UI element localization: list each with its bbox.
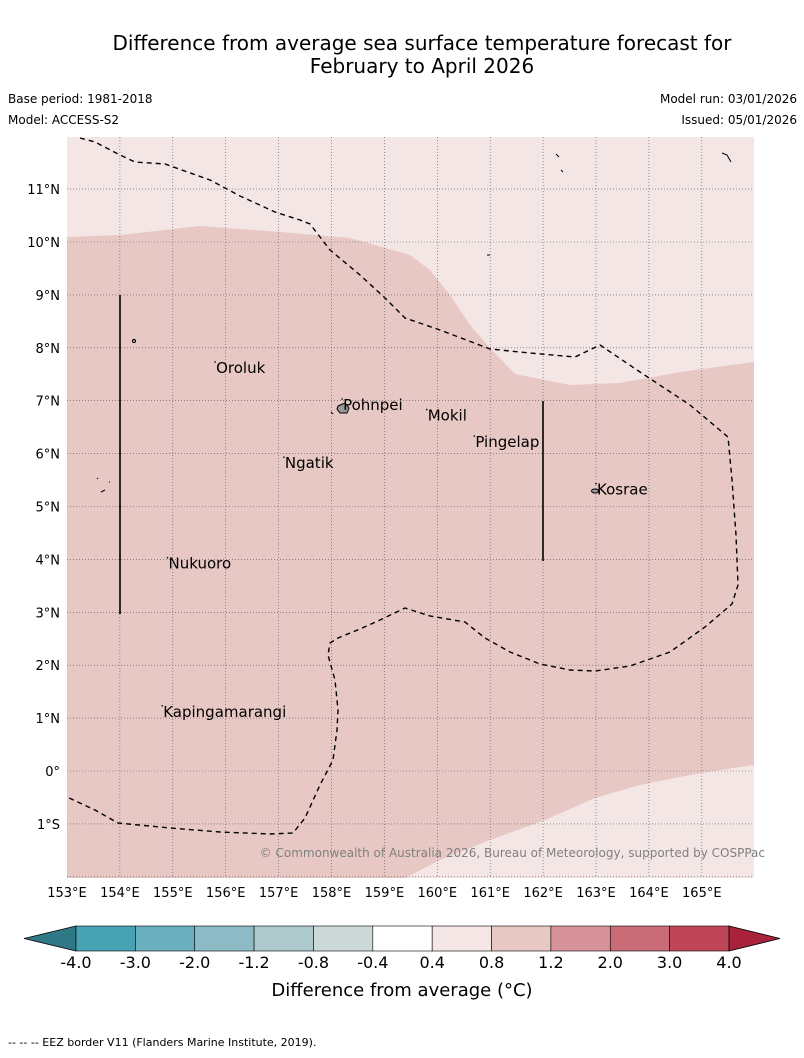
longitude-tick-label: 165°E xyxy=(682,886,722,901)
latitude-tick-label: 9°N xyxy=(36,289,61,304)
latitude-tick-label: 5°N xyxy=(36,501,61,516)
place-marker xyxy=(166,556,169,559)
colorbar-tick-label: -0.8 xyxy=(298,953,329,972)
colorbar-segment xyxy=(313,925,374,952)
longitude-tick-label: 160°E xyxy=(418,886,458,901)
place-label: Pingelap xyxy=(475,433,539,451)
colorbar-tick-label: 1.2 xyxy=(538,953,563,972)
place-marker xyxy=(425,408,428,411)
place-marker xyxy=(341,398,343,400)
title-line-2: February to April 2026 xyxy=(309,54,535,78)
latitude-tick-label: 7°N xyxy=(36,395,61,410)
atoll-mark xyxy=(96,477,99,480)
eez-credit: -- -- -- EEZ border V11 (Flanders Marine… xyxy=(8,1036,317,1049)
place-label: Mokil xyxy=(428,407,467,425)
longitude-tick-label: 161°E xyxy=(470,886,510,901)
longitude-tick-label: 154°E xyxy=(100,886,140,901)
latitude-tick-label: 1°N xyxy=(36,712,61,727)
longitude-tick-label: 156°E xyxy=(206,886,246,901)
colorbar-tick-label: 4.0 xyxy=(716,953,741,972)
land-masses xyxy=(131,338,599,494)
longitude-tick-label: 164°E xyxy=(629,886,669,901)
atoll-marks xyxy=(96,152,732,493)
colorbar-tick-label: 3.0 xyxy=(657,953,682,972)
colorbar-tick-label: 2.0 xyxy=(598,953,623,972)
pohnpei-island xyxy=(336,402,350,414)
colorbar-extend-high xyxy=(728,925,781,952)
colorbar-segment xyxy=(431,925,492,952)
anomaly-band-medium xyxy=(67,226,754,878)
colorbar-segment xyxy=(194,925,255,952)
eez-border xyxy=(66,137,739,835)
atoll-mark xyxy=(560,169,564,173)
place-label: Kapingamarangi xyxy=(163,703,286,721)
colorbar-tick-label: -0.4 xyxy=(357,953,388,972)
colorbar-tick-label: 0.4 xyxy=(419,953,444,972)
atoll-mark xyxy=(100,489,106,493)
place-labels: Oroluk Pohnpei Mokil Pingelap Ngatik Kosrae Nu… xyxy=(161,359,648,721)
longitude-tick-label: 162°E xyxy=(523,886,563,901)
model-name: Model: ACCESS-S2 xyxy=(8,113,120,127)
place-marker xyxy=(283,456,285,458)
base-period: Base period: 1981-2018 xyxy=(8,92,153,106)
colorbar-tick-label: 0.8 xyxy=(479,953,504,972)
latitude-tick-label: 4°N xyxy=(36,553,61,568)
colorbar-tick-label: -4.0 xyxy=(60,953,91,972)
longitude-axis: 153°E 154°E 155°E 156°E 157°E 158°E 159°E 160°E… xyxy=(47,886,721,901)
colorbar-segment xyxy=(135,925,196,952)
place-marker xyxy=(161,705,164,707)
longitude-tick-label: 157°E xyxy=(259,886,299,901)
model-run: Model run: 03/01/2026 xyxy=(659,92,797,106)
colorbar-tick-label: -1.2 xyxy=(238,953,269,972)
place-marker xyxy=(473,435,476,437)
atoll-mark xyxy=(330,411,334,415)
colorbar-segment xyxy=(669,925,730,952)
atoll-mark xyxy=(721,152,732,163)
latitude-axis: 11°N 10°N 9°N 8°N 7°N 6°N 5°N 4°N 3°N 2°N 1°N 0° 1°S xyxy=(27,183,60,833)
colorbar-segment xyxy=(75,925,136,952)
colorbar-segment xyxy=(491,925,552,952)
place-label: Nukuoro xyxy=(169,555,232,573)
map-title: Difference from average sea surface temp… xyxy=(0,32,804,78)
atoll-mark xyxy=(555,153,560,158)
longitude-tick-label: 155°E xyxy=(153,886,193,901)
colorbar-segment xyxy=(253,925,314,952)
small-islet xyxy=(131,338,137,344)
longitude-tick-label: 158°E xyxy=(312,886,352,901)
latitude-tick-label: 2°N xyxy=(36,659,61,674)
kosrae-island xyxy=(591,488,599,494)
longitude-tick-label: 153°E xyxy=(47,886,87,901)
place-marker xyxy=(595,482,597,485)
copyright-note: © Commonwealth of Australia 2026, Bureau… xyxy=(260,846,765,860)
longitude-tick-label: 159°E xyxy=(365,886,405,901)
latitude-tick-label: 0° xyxy=(45,765,60,780)
title-line-1: Difference from average sea surface temp… xyxy=(112,31,732,55)
colorbar-tick-label: -3.0 xyxy=(120,953,151,972)
issued-date: Issued: 05/01/2026 xyxy=(681,113,797,127)
latitude-tick-label: 10°N xyxy=(27,236,60,251)
latitude-tick-label: 1°S xyxy=(37,818,60,833)
colorbar-segment xyxy=(550,925,611,952)
place-marker xyxy=(214,361,216,363)
colorbar-segment xyxy=(372,925,433,952)
colorbar: -4.0 -3.0 -2.0 -1.2 -0.8 -0.4 0.4 0.8 1.2 2.0 3.0 4… xyxy=(23,925,781,972)
colorbar-segment xyxy=(609,925,670,952)
latitude-tick-label: 6°N xyxy=(36,448,61,463)
longitude-tick-label: 163°E xyxy=(576,886,616,901)
colorbar-extend-low xyxy=(23,925,77,952)
colorbar-tick-label: -2.0 xyxy=(179,953,210,972)
latitude-tick-label: 3°N xyxy=(36,606,61,621)
place-label: Ngatik xyxy=(285,454,334,472)
graticule xyxy=(67,137,754,878)
colorbar-label: Difference from average (°C) xyxy=(271,980,533,1001)
latitude-tick-label: 11°N xyxy=(27,183,60,198)
place-label: Oroluk xyxy=(216,359,265,377)
place-label: Pohnpei xyxy=(343,396,403,414)
latitude-tick-label: 8°N xyxy=(36,342,61,357)
place-label: Kosrae xyxy=(597,481,648,499)
